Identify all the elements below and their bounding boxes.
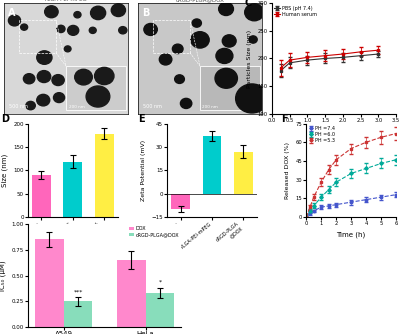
Circle shape [249, 36, 257, 43]
Legend: DOX, cRGD-PLGA@DOX: DOX, cRGD-PLGA@DOX [129, 226, 179, 237]
Text: ***: *** [73, 289, 83, 294]
Bar [117, 260, 146, 327]
Text: 500 nm: 500 nm [143, 104, 162, 109]
Text: D: D [1, 114, 9, 124]
Bar [95, 134, 114, 217]
Y-axis label: Zeta Potential (mV): Zeta Potential (mV) [141, 140, 146, 201]
Circle shape [37, 70, 51, 82]
Circle shape [191, 32, 209, 48]
Circle shape [159, 54, 172, 65]
Circle shape [57, 25, 65, 32]
Bar [35, 239, 64, 327]
Bar [64, 301, 92, 327]
Circle shape [68, 25, 79, 35]
Text: *: * [158, 280, 162, 285]
Bar [171, 194, 190, 209]
Circle shape [89, 27, 96, 33]
Circle shape [172, 44, 183, 53]
Legend: PH =7.4, PH =6.0, PH =5.3: PH =7.4, PH =6.0, PH =5.3 [309, 126, 335, 143]
X-axis label: Time (h): Time (h) [336, 232, 366, 238]
Circle shape [175, 75, 184, 84]
Y-axis label: IC₅₀ (μM): IC₅₀ (μM) [0, 260, 6, 291]
Text: 500 nm: 500 nm [9, 104, 28, 109]
Circle shape [245, 4, 264, 21]
Text: 200 nm: 200 nm [202, 105, 218, 109]
Bar [200, 66, 260, 110]
Circle shape [219, 2, 234, 15]
Circle shape [119, 27, 127, 34]
Y-axis label: Size (nm): Size (nm) [1, 154, 8, 187]
Circle shape [75, 69, 92, 85]
Circle shape [90, 6, 106, 20]
Bar [66, 66, 126, 110]
Title: cRGD-PLGA@DOX: cRGD-PLGA@DOX [176, 0, 224, 2]
Circle shape [222, 35, 236, 47]
Bar [32, 175, 51, 217]
Bar [202, 136, 222, 194]
Text: 200 nm: 200 nm [68, 105, 84, 109]
Circle shape [74, 12, 81, 18]
Circle shape [26, 102, 35, 110]
Circle shape [215, 68, 238, 88]
Text: E: E [138, 114, 145, 124]
Legend: PBS (pH 7.4), Human serum: PBS (pH 7.4), Human serum [274, 6, 317, 17]
Circle shape [180, 99, 192, 109]
Circle shape [111, 4, 126, 16]
Bar [153, 20, 190, 53]
Circle shape [192, 19, 201, 27]
X-axis label: Time (d): Time (d) [320, 128, 348, 135]
Bar [19, 20, 56, 53]
Circle shape [21, 24, 28, 30]
Circle shape [236, 84, 268, 113]
Circle shape [86, 86, 110, 107]
Circle shape [37, 51, 52, 64]
Circle shape [24, 74, 35, 84]
Circle shape [37, 95, 50, 106]
Text: B: B [142, 8, 149, 18]
Circle shape [52, 74, 64, 86]
Y-axis label: Released DOX (%): Released DOX (%) [285, 142, 290, 199]
Bar [146, 293, 174, 327]
Text: A: A [8, 8, 15, 18]
Y-axis label: Particles Size (nm): Particles Size (nm) [247, 29, 252, 88]
Circle shape [144, 23, 157, 35]
Circle shape [64, 46, 71, 52]
Bar [234, 152, 253, 194]
Circle shape [216, 48, 233, 63]
Title: PLGA-PEI-mPEG: PLGA-PEI-mPEG [45, 0, 88, 2]
Circle shape [8, 15, 20, 26]
Text: C: C [245, 0, 252, 8]
Circle shape [54, 93, 65, 103]
Text: F: F [281, 114, 288, 124]
Circle shape [94, 67, 114, 85]
Bar [64, 162, 82, 217]
Circle shape [45, 6, 58, 18]
